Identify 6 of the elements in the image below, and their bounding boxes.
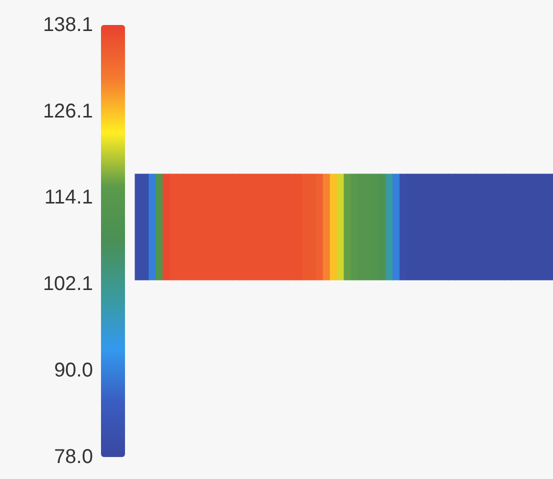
color-bar-label: 90.0 — [54, 360, 93, 382]
color-bar-label: 138.1 — [42, 14, 93, 36]
color-bar-label: 114.1 — [44, 186, 93, 209]
color-bar-label: 126.1 — [42, 100, 93, 122]
color-bar-label: 78.0 — [54, 446, 93, 468]
color-bar-label: 102.1 — [42, 272, 93, 295]
